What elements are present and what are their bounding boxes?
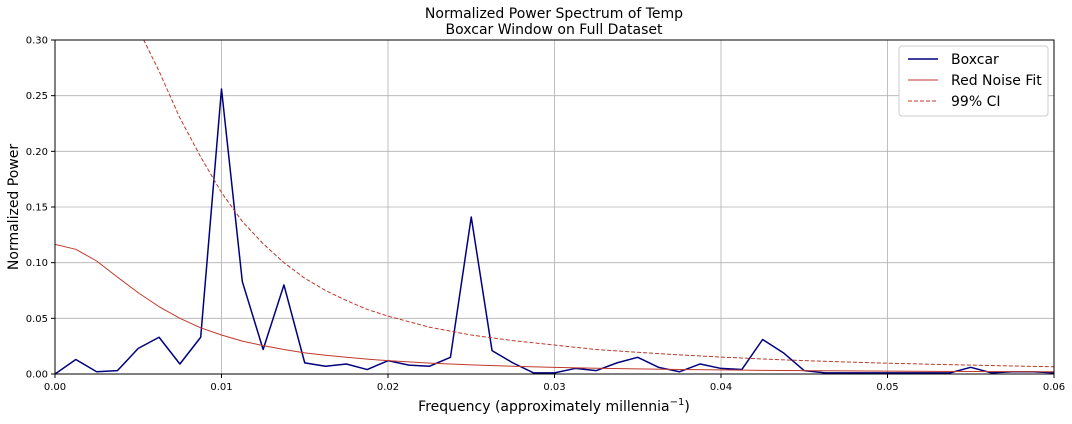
- x-tick-label: 0.04: [710, 382, 732, 393]
- legend-box: [898, 45, 1049, 117]
- y-tick-label: 0.15: [26, 203, 48, 214]
- chart-subtitle: Boxcar Window on Full Dataset: [445, 22, 663, 38]
- legend-label-ci: 99% CI: [951, 94, 1000, 110]
- y-tick-label: 0.20: [26, 147, 48, 158]
- y-axis-label: Normalized Power: [6, 144, 22, 270]
- legend-label-red-noise: Red Noise Fit: [951, 73, 1042, 89]
- boxcar-line: [55, 88, 1054, 374]
- legend-label-boxcar: Boxcar: [951, 52, 999, 68]
- series-group: [55, 40, 1054, 374]
- y-tick-label: 0.30: [26, 36, 48, 47]
- x-tick-label: 0.00: [44, 382, 66, 393]
- x-axis-label-main: Frequency (approximately millennia: [418, 399, 669, 415]
- chart-title: Normalized Power Spectrum of Temp: [425, 6, 683, 22]
- x-axis-label: Frequency (approximately millennia−1): [418, 397, 690, 415]
- x-tick-label: 0.02: [377, 382, 399, 393]
- x-axis-label-superscript: −1: [670, 397, 685, 408]
- y-tick-label: 0.00: [26, 370, 48, 381]
- y-tick-label: 0.10: [26, 258, 48, 269]
- y-tick-label: 0.25: [26, 91, 48, 102]
- y-tick-label: 0.05: [26, 314, 48, 325]
- legend: Boxcar Red Noise Fit 99% CI: [898, 45, 1049, 117]
- ci-99-line: [143, 40, 1054, 368]
- x-axis-label-close: ): [684, 399, 689, 415]
- x-tick-label: 0.01: [210, 382, 232, 393]
- x-tick-label: 0.03: [543, 382, 565, 393]
- x-tick-label: 0.05: [876, 382, 898, 393]
- red-noise-fit-line: [55, 243, 1054, 373]
- ticks: 0.00 0.01 0.02 0.03 0.04 0.05 0.06 0.00 0.05 0.10…: [26, 36, 1065, 394]
- x-tick-label: 0.06: [1043, 382, 1065, 393]
